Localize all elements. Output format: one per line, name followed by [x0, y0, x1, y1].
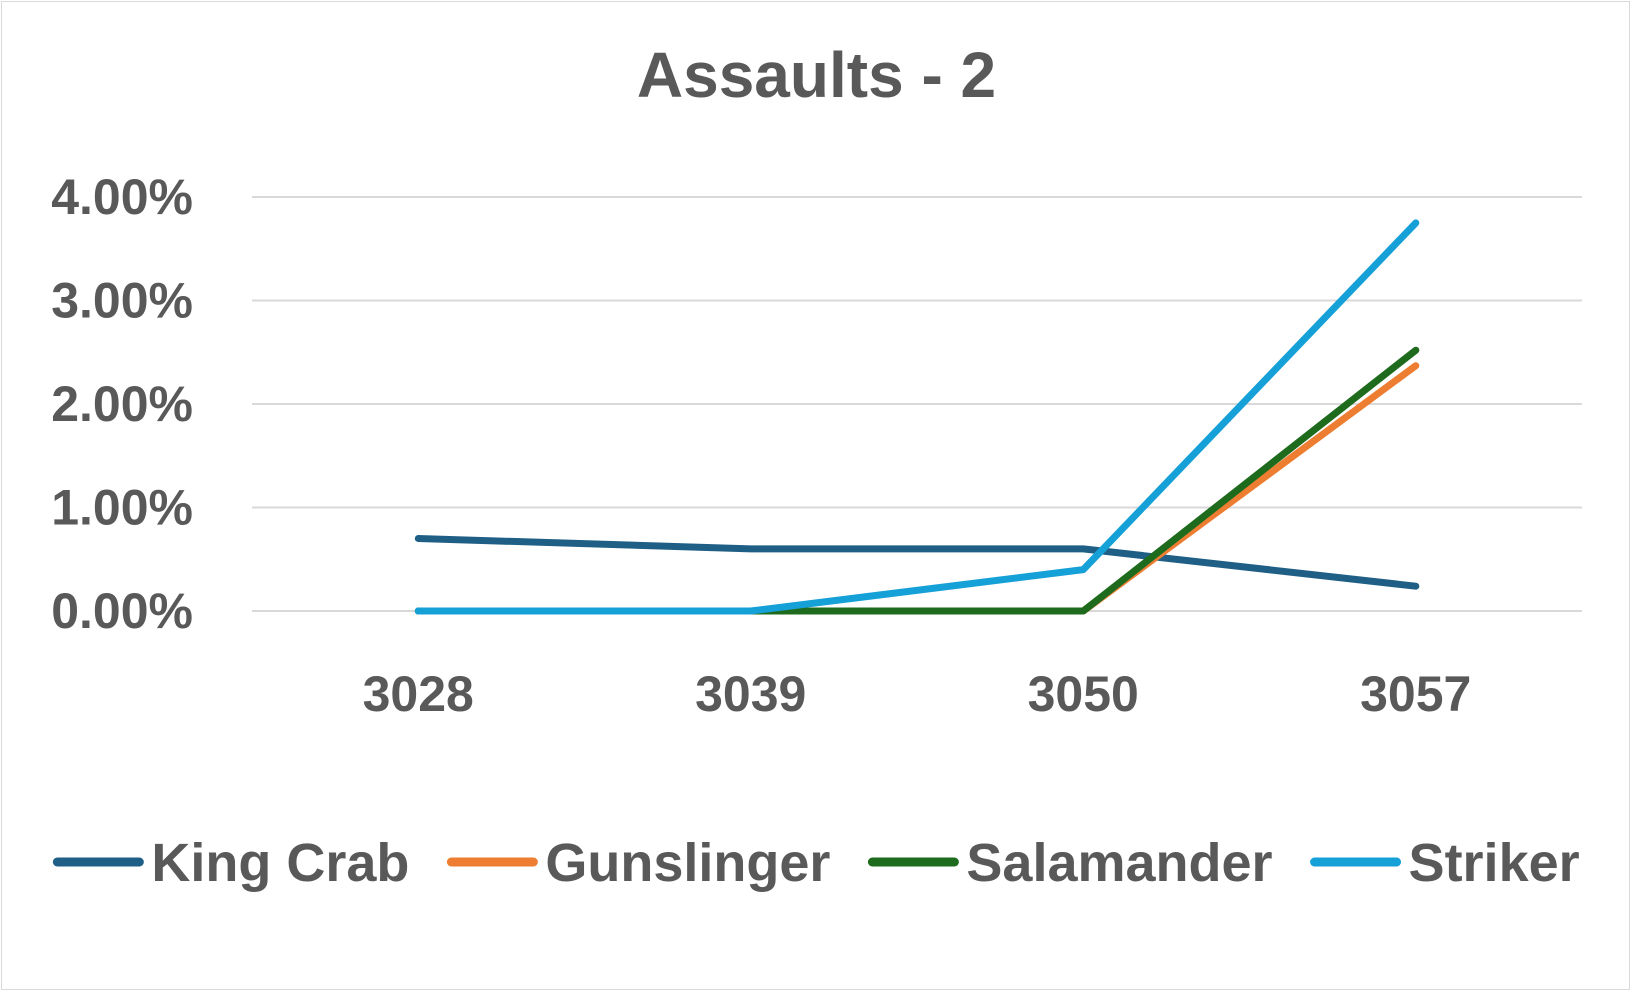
legend-label-salamander: Salamander	[966, 833, 1272, 893]
y-axis-tick-labels: 0.00% 1.00% 2.00% 3.00% 4.00%	[51, 169, 193, 639]
x-tick-label: 3050	[1028, 666, 1139, 722]
chart-title: Assaults - 2	[636, 39, 997, 111]
y-tick-label: 1.00%	[51, 480, 193, 536]
legend-label-striker: Striker	[1409, 833, 1580, 893]
y-tick-label: 2.00%	[51, 376, 193, 432]
x-axis-tick-labels: 3028 3039 3050 3057	[363, 666, 1472, 722]
y-tick-label: 3.00%	[51, 273, 193, 329]
y-tick-label: 0.00%	[51, 583, 193, 639]
series-line-king-crab	[414, 535, 1420, 590]
x-tick-label: 3057	[1360, 666, 1471, 722]
legend: King Crab Gunslinger Salamander Striker	[52, 833, 1580, 893]
legend-label-gunslinger: Gunslinger	[545, 833, 830, 893]
legend-label-king-crab: King Crab	[151, 833, 409, 893]
x-tick-label: 3028	[363, 666, 474, 722]
x-tick-label: 3039	[695, 666, 806, 722]
y-tick-label: 4.00%	[51, 169, 193, 225]
series-line-gunslinger	[414, 362, 1420, 615]
series-lines	[414, 219, 1420, 615]
series-line-striker	[414, 219, 1420, 615]
